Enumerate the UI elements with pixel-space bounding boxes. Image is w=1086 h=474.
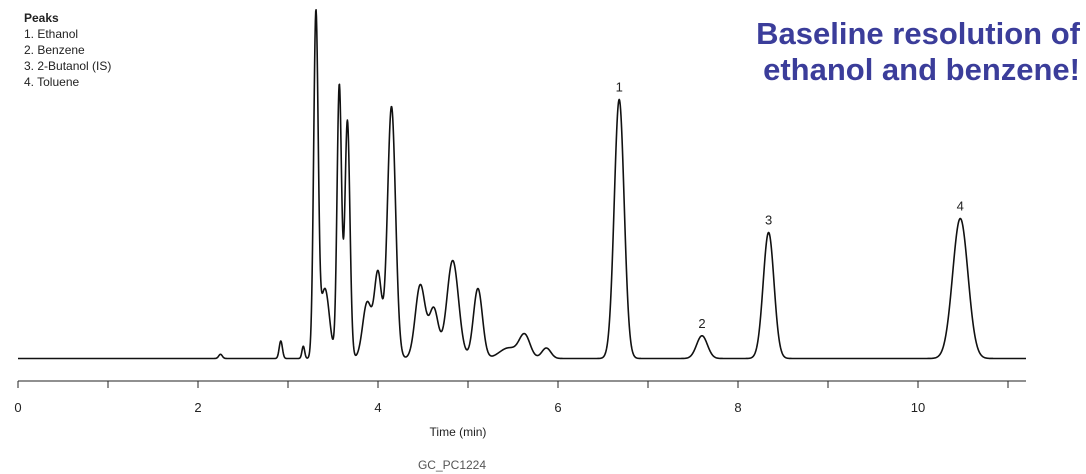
x-axis-title: Time (min) — [430, 425, 487, 439]
peak-label: 3 — [765, 213, 772, 228]
peak-labels: 1 2 3 4 — [616, 80, 964, 331]
peak-label: 1 — [616, 80, 623, 95]
peak-label: 2 — [698, 316, 705, 331]
legend-item: 2. Benzene — [24, 43, 85, 57]
x-tick-label: 0 — [14, 400, 21, 415]
trace-layer — [17, 9, 1027, 360]
x-tick-label: 4 — [374, 400, 381, 415]
peaks-legend: Peaks 1. Ethanol 2. Benzene 3. 2-Butanol… — [24, 10, 111, 90]
figure-code: GC_PC1224 — [418, 458, 486, 472]
legend-item: 4. Toluene — [24, 75, 80, 89]
chromatogram-trace — [17, 9, 1027, 360]
x-axis: 0 2 4 6 8 10 — [14, 380, 1026, 415]
x-tick-label: 2 — [194, 400, 201, 415]
legend-item: 3. 2-Butanol (IS) — [24, 59, 112, 73]
x-tick-label: 6 — [554, 400, 561, 415]
headline: Baseline resolution of ethanol and benze… — [756, 16, 1080, 88]
headline-line-1: Baseline resolution of — [756, 16, 1080, 51]
x-tick-label: 10 — [911, 400, 925, 415]
x-tick-label: 8 — [734, 400, 741, 415]
legend-title: Peaks — [24, 11, 59, 25]
headline-line-2: ethanol and benzene! — [763, 52, 1080, 87]
legend-item: 1. Ethanol — [24, 27, 79, 41]
peak-label: 4 — [957, 199, 964, 214]
